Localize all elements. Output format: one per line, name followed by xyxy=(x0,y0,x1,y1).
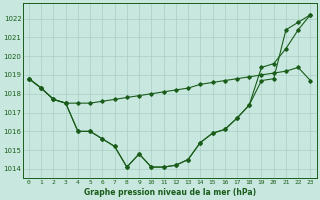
X-axis label: Graphe pression niveau de la mer (hPa): Graphe pression niveau de la mer (hPa) xyxy=(84,188,256,197)
